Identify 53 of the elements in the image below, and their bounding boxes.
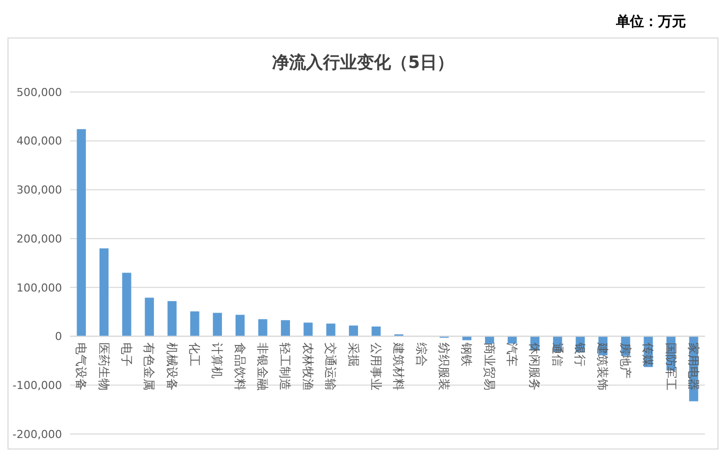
x-tick-label: 银行 (573, 341, 588, 366)
bar (348, 326, 358, 336)
x-tick-label: 食品饮料 (232, 342, 247, 390)
x-tick-label: 化工 (188, 342, 202, 366)
x-tick-label: 传媒 (641, 342, 656, 366)
y-tick-label: -200,000 (12, 428, 62, 441)
x-tick-label: 房地产 (618, 342, 632, 378)
x-tick-label: 休闲服务 (528, 342, 542, 390)
x-tick-label: 电子 (119, 342, 134, 366)
bar (304, 322, 313, 336)
x-tick-label: 国防军工 (664, 342, 678, 390)
bar (144, 298, 154, 336)
bar (236, 314, 245, 336)
bar (508, 336, 517, 344)
y-tick-label: 200,000 (16, 232, 62, 246)
bar (280, 320, 290, 336)
x-tick-label: 商业贸易 (482, 342, 496, 390)
bar (76, 129, 86, 336)
x-tick-label: 采掘 (346, 342, 360, 366)
bar (122, 272, 132, 336)
x-tick-label: 汽车 (505, 342, 520, 366)
text: 单位：万元 (615, 14, 686, 30)
x-tick-label: 非银金融 (256, 342, 270, 390)
x-tick-label: 计算机 (210, 342, 224, 378)
bar (168, 301, 177, 336)
x-tick-label: 农林牧渔 (300, 342, 315, 390)
bar (99, 248, 109, 336)
bar (190, 311, 200, 336)
x-tick-label: 机械设备 (164, 342, 179, 390)
y-tick-label: 0 (55, 330, 62, 344)
y-tick-label: 400,000 (16, 134, 62, 148)
x-tick-label: 钢铁 (460, 341, 474, 366)
x-tick-label: 建筑装饰 (596, 341, 610, 390)
y-tick-label: 300,000 (16, 184, 62, 197)
x-tick-label: 家用电器 (686, 342, 700, 390)
x-tick-label: 建筑材料 (392, 341, 406, 390)
bar (212, 312, 222, 336)
y-tick-label: 100,000 (16, 281, 62, 294)
x-tick-label: 通信 (550, 342, 564, 366)
y-tick-label: 500,000 (16, 86, 62, 99)
x-tick-label: 公用事业 (368, 342, 383, 390)
chart-title: 净流入行业变化（5日） (272, 53, 454, 73)
x-tick-label: 医药生物 (96, 342, 111, 390)
x-tick-label: 交通运输 (324, 342, 338, 390)
x-tick-label: 综合 (414, 342, 428, 366)
x-tick-label: 纺织服装 (436, 342, 451, 390)
bar (258, 319, 268, 336)
x-tick-label: 电气设备 (74, 342, 88, 390)
x-tick-label: 有色金属 (142, 342, 156, 390)
x-tick-label: 轻工制造 (278, 342, 292, 390)
bar (326, 324, 336, 336)
y-tick-label: -100,000 (12, 378, 62, 392)
bar (372, 326, 381, 336)
